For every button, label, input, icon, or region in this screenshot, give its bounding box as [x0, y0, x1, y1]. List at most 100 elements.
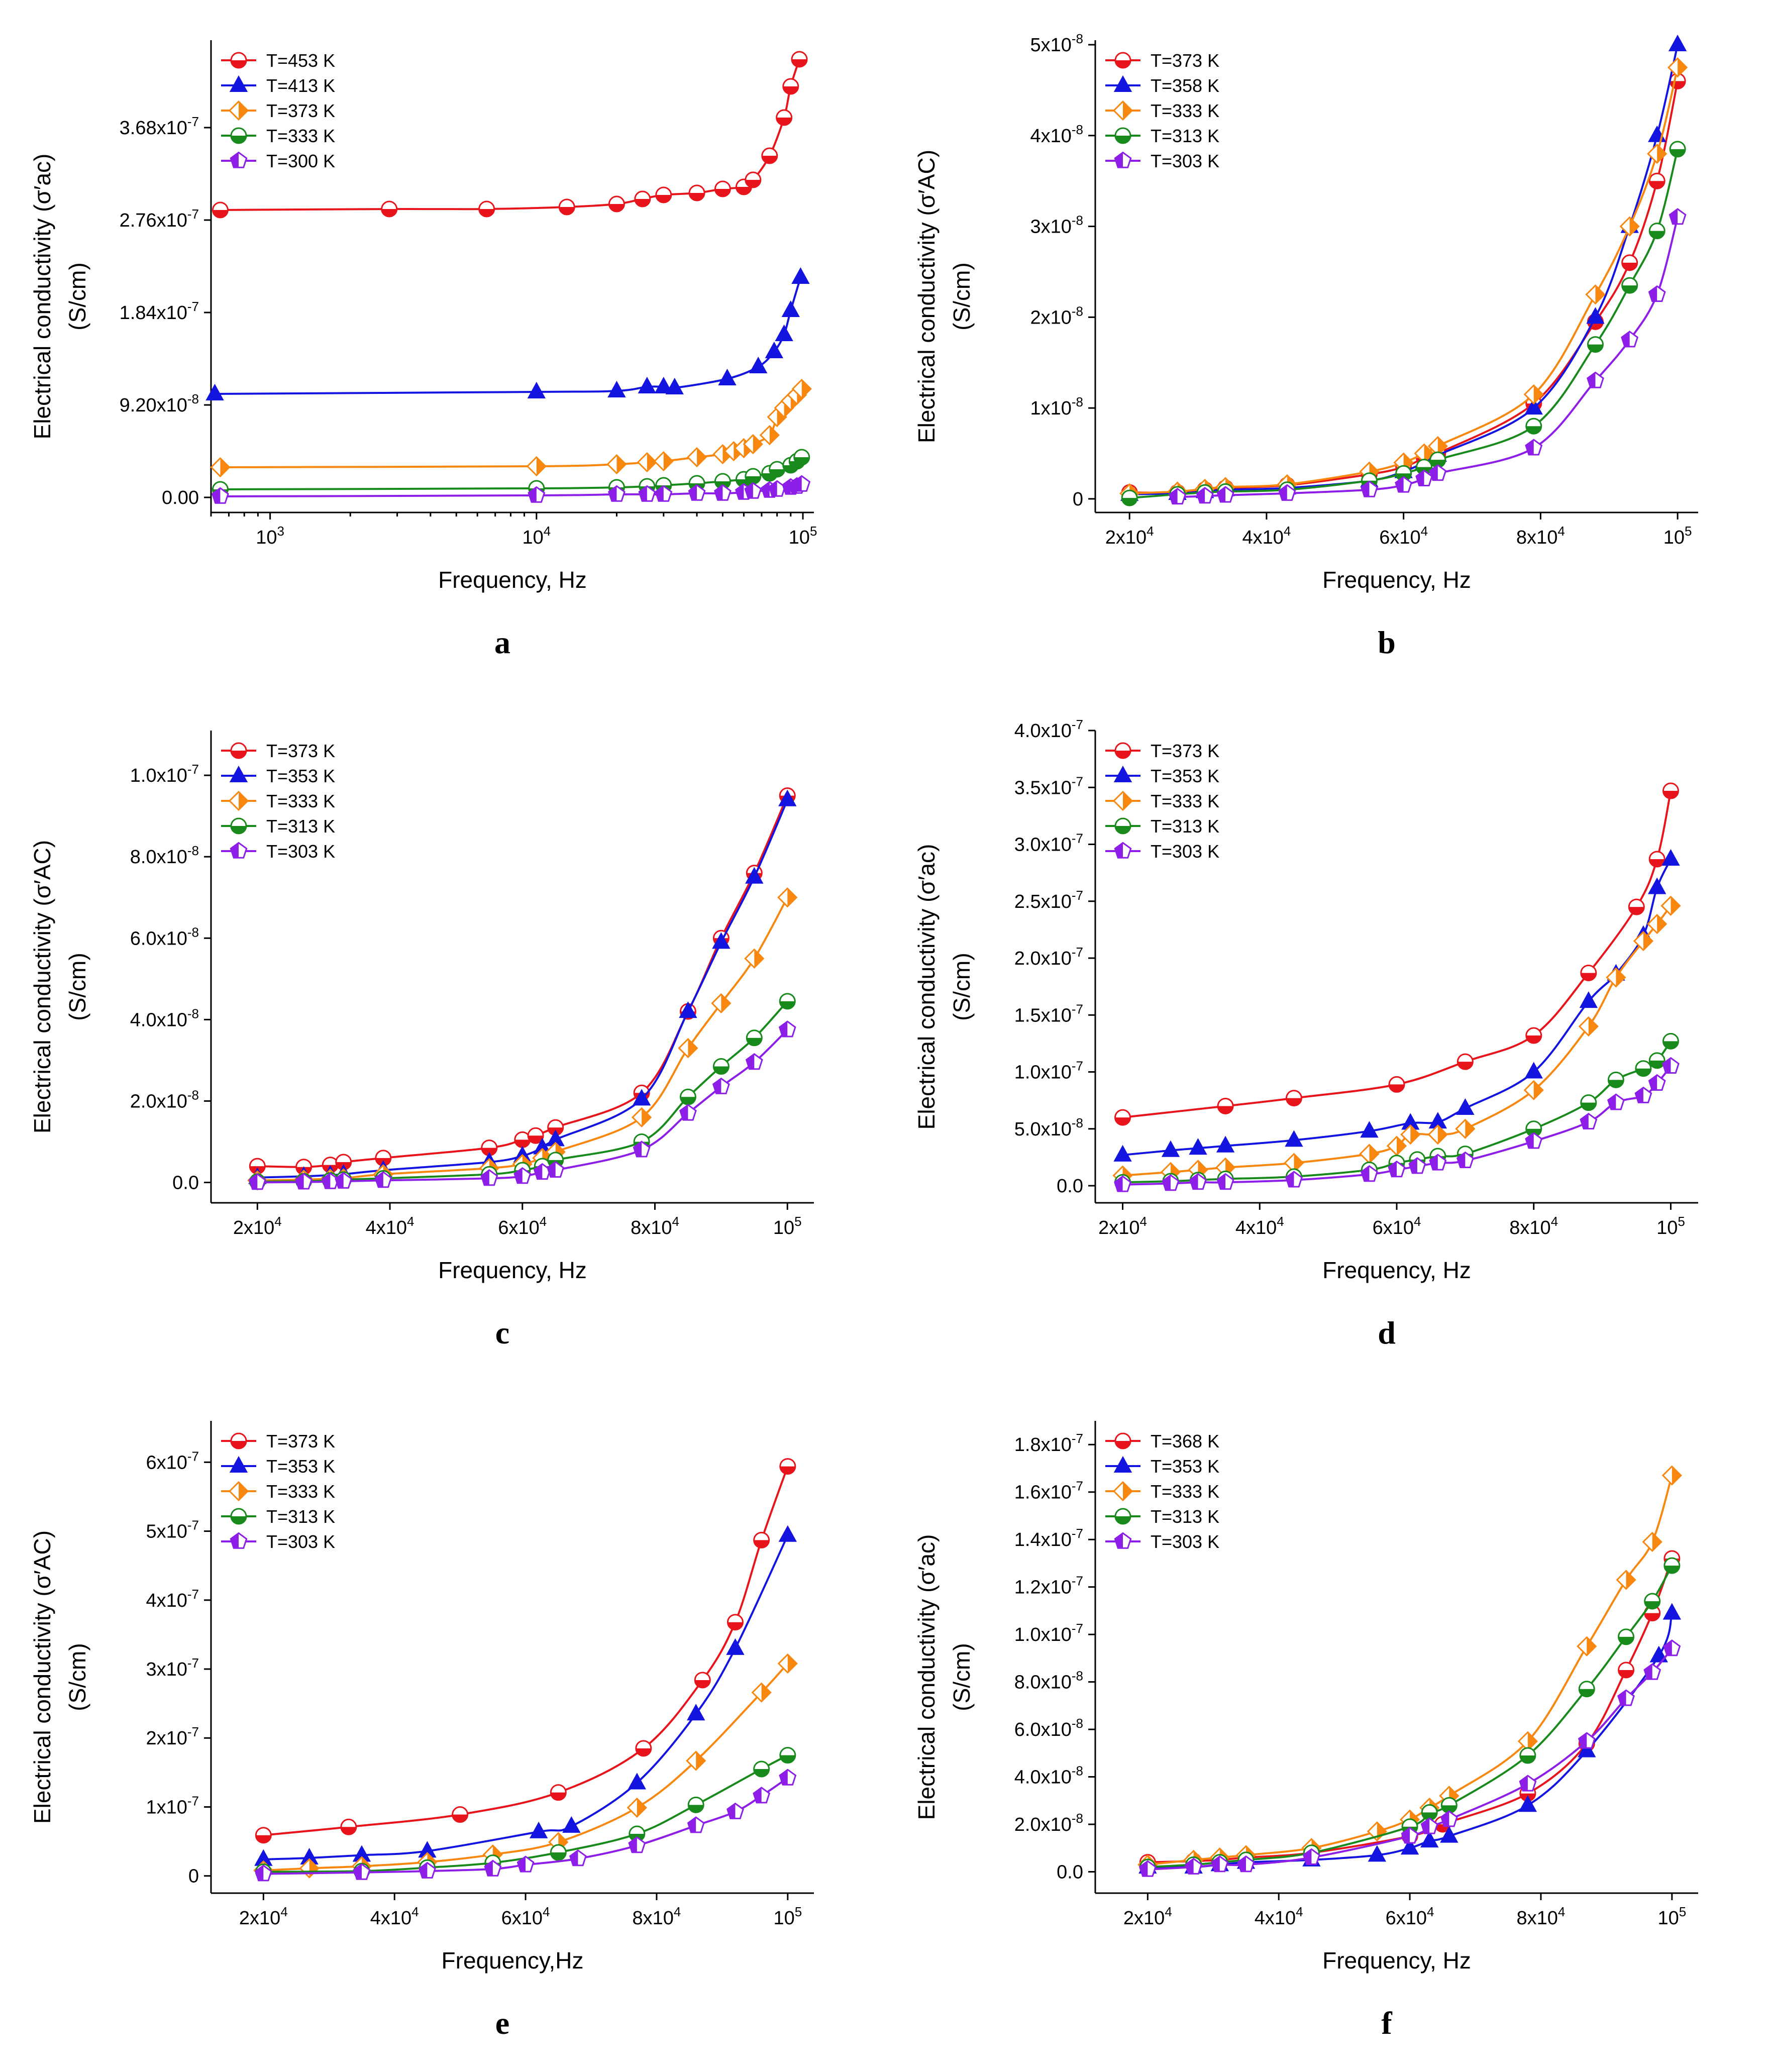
data-point [1580, 1112, 1598, 1129]
y-axis-title: Electrical conductivity (σ′ac) [29, 154, 55, 440]
legend-item: T=373 K [221, 741, 335, 761]
x-tick-label: 8x104 [1517, 1904, 1566, 1929]
data-point [210, 457, 231, 478]
x-tick-label: 4x104 [1255, 1904, 1303, 1929]
data-point [1189, 1138, 1207, 1155]
series-t-413-k [205, 267, 810, 400]
legend-marker [1114, 151, 1132, 168]
data-point [513, 1167, 532, 1184]
legend-marker [230, 1532, 248, 1549]
y-tick-label: 1.0x10-7 [1014, 1059, 1083, 1083]
legend-marker [1112, 790, 1133, 811]
y-tick-label: 0 [1073, 489, 1083, 510]
legend-label: T=333 K [266, 126, 335, 146]
legend-label: T=373 K [266, 741, 335, 761]
data-point [1440, 1826, 1459, 1843]
data-point [628, 1773, 647, 1790]
legend-item: T=303 K [221, 841, 335, 862]
data-point [1525, 418, 1542, 435]
data-point [1648, 1074, 1666, 1091]
data-point [452, 1806, 469, 1823]
series-line [220, 456, 803, 490]
data-point [791, 378, 812, 399]
legend-marker [1113, 765, 1132, 782]
data-point [1648, 172, 1666, 189]
series-t-453-k [212, 51, 808, 219]
y-tick-label: 1.5x10-7 [1014, 1001, 1083, 1026]
series-line [1148, 1475, 1673, 1866]
panel-label: e [495, 2005, 509, 2041]
data-point [212, 201, 229, 219]
x-tick-label: 4x104 [370, 1904, 419, 1929]
series-t-373-k [210, 378, 812, 478]
data-point [665, 377, 684, 394]
data-point [295, 1173, 313, 1190]
data-point [248, 1173, 266, 1190]
legend-label: T=313 K [266, 1506, 335, 1527]
y-tick-label: 2.76x10-7 [120, 206, 199, 231]
data-point [1285, 1171, 1303, 1188]
data-point [1648, 285, 1666, 302]
y-tick-label: 0.0 [172, 1172, 199, 1193]
data-point [1662, 1057, 1680, 1074]
legend-item: T=358 K [1105, 75, 1219, 96]
data-point [1649, 1645, 1668, 1663]
y-tick-label: 2.0x10-8 [1014, 1811, 1083, 1835]
data-point [1185, 1857, 1203, 1875]
legend-label: T=303 K [266, 1531, 335, 1552]
y-tick-label: 1.4x10-7 [1014, 1526, 1083, 1550]
legend-marker [230, 151, 248, 168]
data-point [778, 789, 797, 806]
y-tick-label: 2x10-8 [1030, 303, 1083, 328]
data-point [1388, 1160, 1406, 1178]
data-point [335, 1154, 352, 1171]
data-point [205, 383, 224, 400]
data-point [480, 1169, 498, 1186]
legend-marker [230, 842, 248, 859]
data-point [1302, 1848, 1320, 1865]
data-point [528, 486, 546, 503]
chart-e-svg: 0 1x10-7 2x10-7 3x10-7 4x10-7 5x10-7 6x10-7 2x1… [29, 1421, 814, 2041]
legend-item: T=333 K [1105, 790, 1219, 811]
series-t-373-k [249, 787, 796, 1176]
data-point [1523, 1080, 1544, 1100]
data-point [638, 485, 656, 502]
data-point [753, 1787, 771, 1804]
legend-label: T=303 K [1151, 841, 1219, 862]
legend-label: T=353 K [266, 1456, 335, 1477]
legend-item: T=333 K [1105, 1481, 1219, 1502]
data-point [526, 456, 547, 477]
data-point [547, 1119, 564, 1136]
data-point [1644, 1593, 1661, 1610]
data-point [607, 380, 626, 397]
y-tick-label: 3x10-8 [1030, 213, 1083, 238]
data-point [606, 454, 627, 475]
data-point [655, 485, 673, 502]
y-tick-label: 1.84x10-7 [120, 299, 199, 324]
legend-marker [228, 790, 249, 811]
data-point [1429, 464, 1447, 481]
data-point [687, 1816, 705, 1833]
legend-marker [1114, 127, 1131, 144]
data-point [1114, 1109, 1131, 1126]
data-point [1196, 487, 1214, 504]
data-point [759, 425, 780, 446]
y-tick-label: 2.0x10-7 [1014, 945, 1083, 969]
data-point [1525, 1027, 1542, 1044]
data-point [638, 376, 657, 393]
legend-item: T=333 K [221, 790, 335, 811]
series-t-373-k [1114, 782, 1679, 1126]
y-tick-label: 3.68x10-7 [120, 114, 199, 139]
data-point [777, 1653, 798, 1674]
legend-marker [1114, 1432, 1131, 1449]
legend-label: T=313 K [1151, 1506, 1219, 1527]
data-point [745, 171, 762, 188]
data-point [1579, 991, 1598, 1008]
y-tick-label: 3x10-7 [146, 1655, 199, 1680]
y-tick-label: 8.0x10-8 [130, 843, 199, 868]
x-tick-label: 8x104 [1516, 524, 1565, 548]
data-point [782, 78, 799, 95]
y-tick-label: 4x10-8 [1030, 122, 1083, 147]
data-point [686, 1750, 706, 1771]
data-point [779, 1747, 796, 1764]
